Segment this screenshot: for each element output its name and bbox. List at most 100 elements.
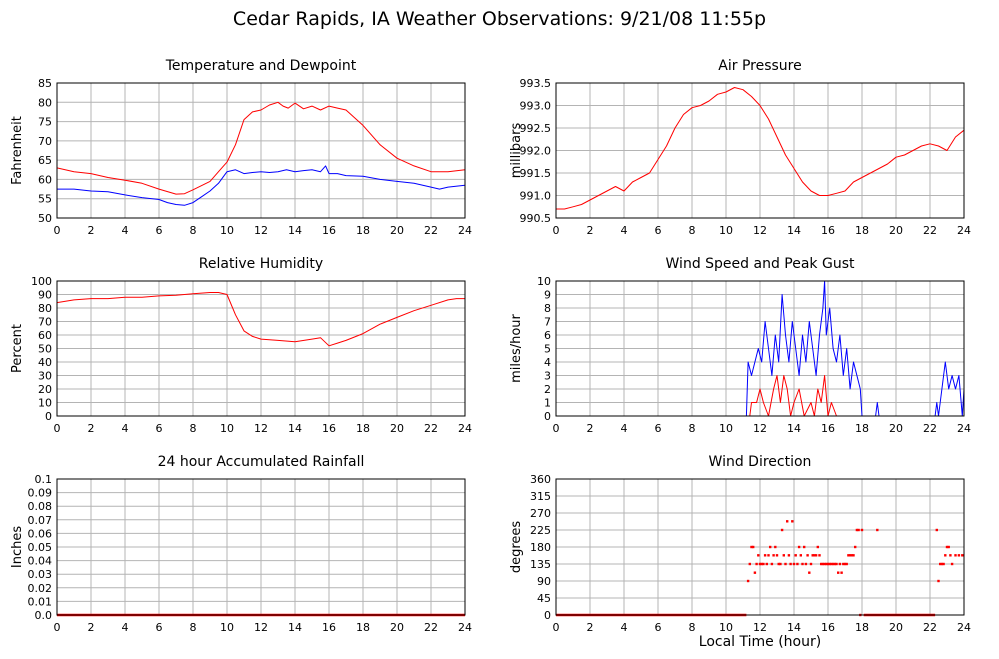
temp-x-tick-label: 2: [88, 224, 95, 237]
winddir-point: [782, 554, 785, 557]
winddir-point: [833, 562, 836, 566]
temp-y-tick-label: 80: [38, 96, 52, 109]
rh-x-tick-label: 6: [156, 422, 163, 435]
winddir-point: [801, 562, 804, 566]
rh-chart-title: Relative Humidity: [199, 256, 323, 272]
pressure-x-tick-label: 4: [621, 224, 628, 237]
winddir-point: [803, 545, 806, 549]
rain-x-tick-label: 12: [254, 621, 268, 634]
winddir-point: [860, 528, 864, 532]
wind-x-tick-label: 12: [753, 422, 767, 435]
temp-x-tick-label: 20: [390, 224, 404, 237]
rh-x-tick-label: 4: [122, 422, 129, 435]
winddir-point: [791, 520, 794, 523]
rh-y-tick-label: 0: [45, 410, 52, 423]
rain-y-tick-label: 0.08: [28, 500, 53, 513]
winddir-point: [845, 562, 848, 566]
pressure-x-tick-label: 24: [957, 224, 971, 237]
winddir-y-tick-label: 45: [537, 592, 551, 605]
winddir-point: [809, 562, 813, 566]
temp-x-tick-label: 24: [458, 224, 472, 237]
winddir-point: [840, 571, 843, 574]
rain-x-tick-label: 24: [458, 621, 472, 634]
pressure-series-line-0: [556, 87, 965, 210]
rain-x-tick-label: 18: [356, 621, 370, 634]
winddir-point: [792, 562, 796, 566]
pressure-y-tick-label: 992.0: [520, 145, 552, 158]
winddir-point: [806, 554, 809, 557]
winddir-x-tick-label: 10: [719, 621, 733, 634]
rain-y-tick-label: 0.0: [35, 609, 53, 622]
temp-chart-title: Temperature and Dewpoint: [165, 58, 357, 74]
rain-y-tick-label: 0.07: [28, 514, 53, 527]
wind-y-tick-label: 8: [544, 302, 551, 315]
rh-series-line-0: [56, 292, 465, 347]
wind-y-axis-label: miles/hour: [509, 313, 524, 382]
winddir-x-tick-label: 14: [787, 621, 801, 634]
winddir-point: [748, 562, 751, 566]
pressure-x-tick-label: 0: [553, 224, 560, 237]
pressure-y-tick-label: 991.0: [520, 190, 552, 203]
winddir-x-tick-label: 12: [753, 621, 767, 634]
winddir-x-tick-label: 20: [889, 621, 903, 634]
rh-frame: [56, 280, 466, 417]
winddir-point: [842, 562, 845, 566]
pressure-y-tick-label: 993.0: [520, 100, 552, 113]
rain-x-tick-label: 6: [156, 621, 163, 634]
winddir-x-tick-label: 8: [689, 621, 696, 634]
winddir-point: [774, 545, 777, 549]
winddir-point: [794, 554, 797, 557]
winddir-point: [961, 554, 964, 557]
rain-chart: 0 2 4 6 8 10 12 14 16 18 20 22 240.00.010.020.030.04…: [10, 454, 472, 634]
winddir-point: [852, 554, 855, 557]
temp-x-tick-label: 12: [254, 224, 268, 237]
winddir-point: [954, 554, 957, 557]
winddir-point: [799, 554, 802, 557]
winddir-point: [939, 562, 942, 566]
wind-y-tick-label: 1: [544, 397, 551, 410]
rain-y-tick-label: 0.01: [28, 595, 53, 608]
wind-y-tick-label: 3: [544, 370, 551, 383]
rh-x-tick-label: 12: [254, 422, 268, 435]
temp-x-tick-label: 18: [356, 224, 370, 237]
winddir-point: [772, 554, 775, 557]
temp-x-tick-label: 14: [288, 224, 302, 237]
temp-x-tick-label: 8: [190, 224, 197, 237]
rh-x-tick-label: 20: [390, 422, 404, 435]
winddir-point: [779, 562, 782, 566]
winddir-point: [755, 562, 758, 566]
rh-y-tick-label: 20: [38, 383, 52, 396]
wind-chart-title: Wind Speed and Peak Gust: [666, 256, 855, 272]
winddir-point: [828, 562, 831, 566]
pressure-x-tick-label: 20: [889, 224, 903, 237]
wind-x-tick-label: 10: [719, 422, 733, 435]
winddir-point: [825, 562, 828, 566]
winddir-y-tick-label: 315: [530, 490, 551, 503]
temp-series-line-1: [57, 165, 466, 206]
rh-y-axis-label: Percent: [10, 324, 25, 373]
winddir-point: [752, 545, 755, 549]
winddir-point: [813, 554, 816, 557]
pressure-x-tick-label: 22: [923, 224, 937, 237]
winddir-point: [944, 554, 947, 557]
winddir-point: [769, 545, 772, 549]
winddir-point: [818, 554, 821, 557]
wind-y-tick-label: 7: [544, 316, 551, 329]
winddir-point: [854, 545, 857, 549]
temp-x-tick-label: 4: [122, 224, 129, 237]
temp-y-tick-label: 55: [38, 193, 52, 206]
pressure-y-tick-label: 990.5: [520, 212, 552, 225]
page-title: Cedar Rapids, IA Weather Observations: 9…: [232, 8, 767, 30]
wind-x-tick-label: 8: [689, 422, 696, 435]
pressure-x-tick-label: 16: [821, 224, 835, 237]
wind-series-line-1: [556, 375, 964, 417]
rh-y-tick-label: 10: [38, 397, 52, 410]
pressure-x-tick-label: 18: [855, 224, 869, 237]
winddir-point: [760, 562, 763, 566]
winddir-x-tick-label: 0: [553, 621, 560, 634]
rh-y-tick-label: 60: [38, 329, 52, 342]
rain-x-tick-label: 20: [390, 621, 404, 634]
pressure-x-tick-label: 12: [753, 224, 767, 237]
rh-x-tick-label: 10: [220, 422, 234, 435]
